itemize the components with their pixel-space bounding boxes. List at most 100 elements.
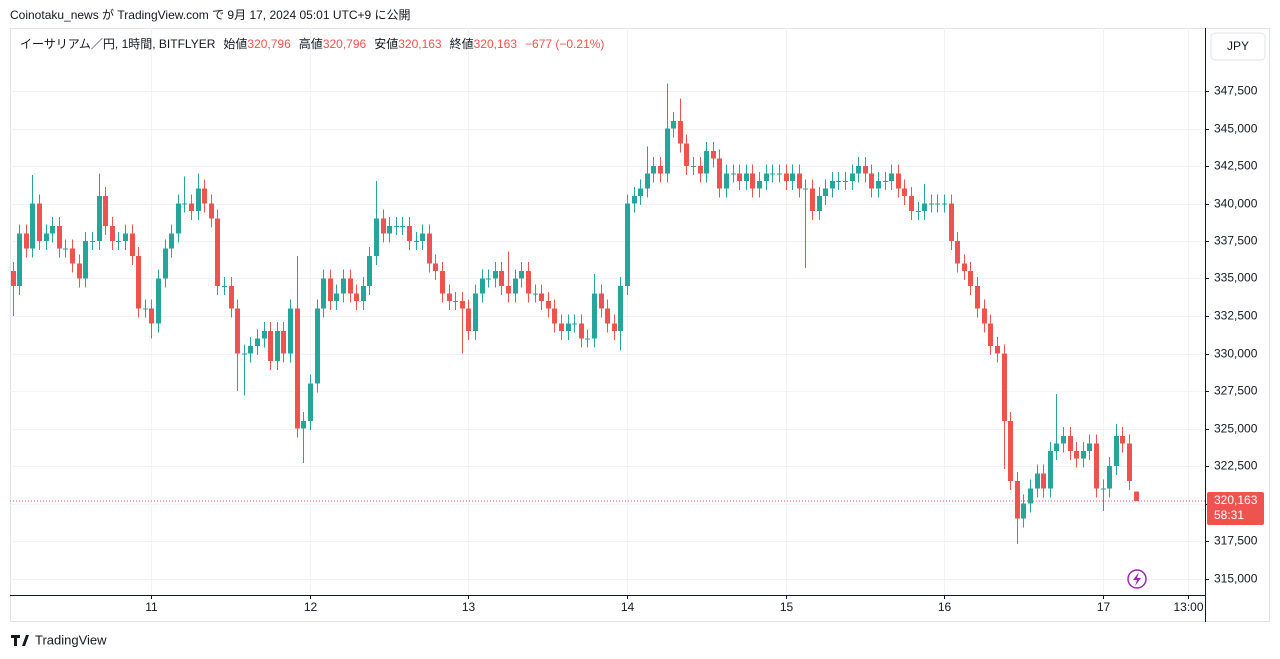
candle-body <box>1021 503 1026 519</box>
candle-body <box>143 308 148 310</box>
candle-body <box>599 293 604 309</box>
y-tick-label: 340,000 <box>1214 197 1258 211</box>
candle-body <box>632 196 637 204</box>
currency-label[interactable]: JPY <box>1227 39 1249 53</box>
candle-body <box>400 226 405 227</box>
candle-body <box>420 233 425 241</box>
candle-body <box>942 203 947 205</box>
candle-body <box>883 181 888 182</box>
lightning-icon[interactable] <box>1127 569 1147 589</box>
candle-body <box>704 151 709 174</box>
candle-body <box>975 286 980 309</box>
candle-body <box>367 256 372 286</box>
candle-body <box>83 241 88 279</box>
candle-body <box>566 323 571 331</box>
candle-body <box>671 121 676 129</box>
candle-body <box>374 218 379 256</box>
lightning-bolt[interactable] <box>1133 572 1141 586</box>
candle-body <box>1134 491 1139 502</box>
y-tick-label: 322,500 <box>1214 459 1258 473</box>
legend-item-value: 320,163 <box>398 37 442 51</box>
candle-body <box>493 271 498 279</box>
published-header: Coinotaku_news が TradingView.com で 9月 17… <box>10 7 411 22</box>
candle-body <box>797 173 802 189</box>
y-tick-label: 327,500 <box>1214 384 1258 398</box>
candle-body <box>955 241 960 264</box>
candle-body <box>433 263 438 271</box>
candle-body <box>533 293 538 295</box>
candle-body <box>684 143 689 166</box>
candle-body <box>605 308 610 324</box>
candle-body <box>414 241 419 242</box>
candle-body <box>17 233 22 286</box>
candle-body <box>182 203 187 205</box>
candle-body <box>777 173 782 175</box>
candle-body <box>612 323 617 331</box>
legend-item-value: 320,796 <box>323 37 367 51</box>
candle-body <box>506 286 511 294</box>
candle-body <box>136 256 141 309</box>
legend-change: −677 (−0.21%) <box>525 37 604 51</box>
candle-body <box>1002 353 1007 421</box>
candle-body <box>750 173 755 189</box>
candle-body <box>103 196 108 226</box>
candle-body <box>1107 466 1112 489</box>
y-tick-label: 325,000 <box>1214 422 1258 436</box>
candle-body <box>559 323 564 331</box>
candle-body <box>189 203 194 211</box>
candle-body <box>665 128 670 174</box>
candle-body <box>519 271 524 279</box>
candle-body <box>902 188 907 196</box>
candle-body <box>394 226 399 227</box>
y-tick-label: 342,500 <box>1214 159 1258 173</box>
x-tick-label: 13 <box>462 600 476 614</box>
candle-body <box>11 271 16 286</box>
candle-body <box>235 308 240 354</box>
last-price-label: 320,163 <box>1214 493 1258 507</box>
candle-body <box>645 173 650 189</box>
candle-body <box>876 181 881 189</box>
brand-name: TradingView <box>35 632 107 647</box>
candle-body <box>585 338 590 340</box>
candle-body <box>949 203 954 241</box>
candle-body <box>348 278 353 294</box>
candle-body <box>698 166 703 174</box>
candle-body <box>717 158 722 189</box>
candle-body <box>196 188 201 211</box>
x-tick-label: 17 <box>1097 600 1111 614</box>
candle-body <box>790 173 795 181</box>
legend-item-name: 高値 <box>299 36 323 51</box>
legend-item-value: 320,163 <box>474 37 518 51</box>
candle-body <box>810 188 815 211</box>
candle-body <box>169 233 174 249</box>
chart-frame <box>10 28 1270 622</box>
candle-body <box>1127 443 1132 481</box>
y-tick-label: 332,500 <box>1214 309 1258 323</box>
candle-body <box>625 203 630 286</box>
candle-body <box>110 226 115 241</box>
x-tick-label: 14 <box>621 600 635 614</box>
candle-body <box>850 173 855 181</box>
candle-body <box>354 293 359 301</box>
currency-button[interactable] <box>1210 32 1266 61</box>
candle-body <box>803 188 808 190</box>
candle-body <box>1054 443 1059 451</box>
candle-body <box>275 331 280 361</box>
candle-body <box>460 301 465 309</box>
candle-body <box>1061 436 1066 444</box>
x-tick-label: 15 <box>780 600 794 614</box>
y-tick-label: 315,000 <box>1214 572 1258 586</box>
candle-body <box>387 226 392 234</box>
candle-body <box>163 248 168 279</box>
candle-body <box>526 271 531 294</box>
candle-body <box>24 233 29 249</box>
candle-body <box>618 286 623 331</box>
candle-body <box>968 271 973 286</box>
x-tick-label: 16 <box>938 600 952 614</box>
candle-body <box>149 308 154 324</box>
candle-body <box>321 278 326 309</box>
candle-body <box>407 226 412 241</box>
candle-body <box>70 248 75 264</box>
candle-body <box>1114 436 1119 466</box>
candle-body <box>222 286 227 287</box>
